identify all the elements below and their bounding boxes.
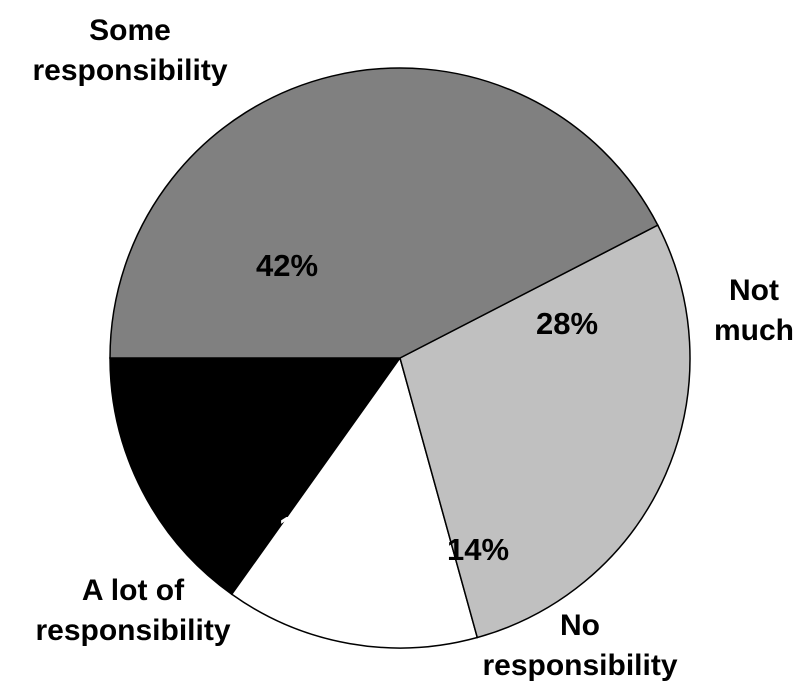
percent-label-a-lot-of-responsibility: 15% (279, 510, 341, 545)
percent-label-not-much: 28% (536, 306, 598, 341)
category-label-line: Not (729, 274, 779, 307)
slice-some-responsibility (109, 67, 659, 359)
category-label-a-lot-of-responsibility: A lot of responsibility (35, 574, 230, 647)
category-label-line: responsibility (35, 614, 230, 647)
slice-a-lot-of-responsibility (109, 357, 402, 596)
category-label-line: responsibility (482, 649, 677, 682)
slice-not-much (399, 224, 691, 639)
percentage-labels: 15% 14% 28% 42% (256, 248, 598, 567)
category-label-no-responsibility: No responsibility (482, 609, 677, 682)
category-label-line: Some (89, 14, 171, 47)
percent-label-no-responsibility: 14% (447, 532, 509, 567)
percent-label-some-responsibility: 42% (256, 248, 318, 283)
category-label-line: A lot of (82, 574, 185, 607)
category-labels: A lot of responsibility No responsibilityNo… (32, 14, 794, 682)
category-label-line: much (714, 314, 794, 347)
category-label-line: No (560, 609, 600, 642)
slice-no-responsibility (230, 356, 479, 649)
pie-slices (109, 67, 691, 649)
category-label-some-responsibility: Some responsibility (32, 14, 227, 87)
category-label-not-much: Not much (714, 274, 794, 347)
category-label-line: responsibility (32, 54, 227, 87)
